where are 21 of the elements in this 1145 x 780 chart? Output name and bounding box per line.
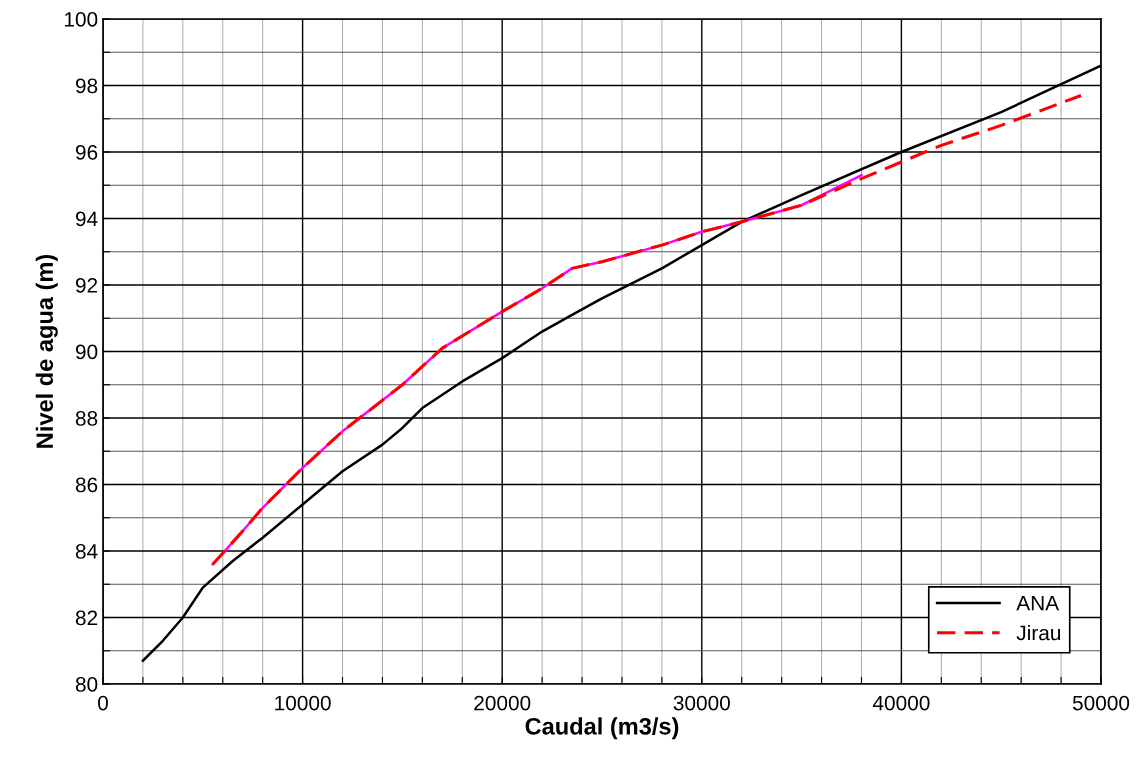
y-tick-label: 96 [75, 145, 98, 160]
y-tick-label: 90 [75, 344, 98, 360]
y-tick-label: 100 [64, 12, 98, 27]
x-tick-label: 40000 [872, 695, 930, 711]
x-tick-label: 0 [98, 695, 108, 711]
x-tick-label: 30000 [673, 695, 730, 711]
y-tick-label: 92 [75, 278, 98, 293]
y-tick-label: 80 [75, 677, 98, 692]
x-axis-title: Caudal (m3/s) [525, 717, 679, 740]
legend-label: ANA [1016, 595, 1060, 611]
x-tick-label: 20000 [474, 695, 531, 711]
legend-label: Jirau [1016, 625, 1061, 641]
y-tick-label: 82 [75, 610, 98, 626]
x-tick-label: 10000 [275, 695, 331, 711]
y-tick-label: 86 [75, 477, 98, 493]
y-tick-label: 94 [75, 211, 98, 227]
x-tick-label: 50000 [1072, 695, 1130, 711]
y-tick-label: 98 [75, 78, 98, 94]
y-tick-label: 84 [75, 544, 98, 559]
y-axis-title: Nivel de agua (m) [35, 254, 58, 448]
y-tick-label: 88 [75, 411, 98, 426]
